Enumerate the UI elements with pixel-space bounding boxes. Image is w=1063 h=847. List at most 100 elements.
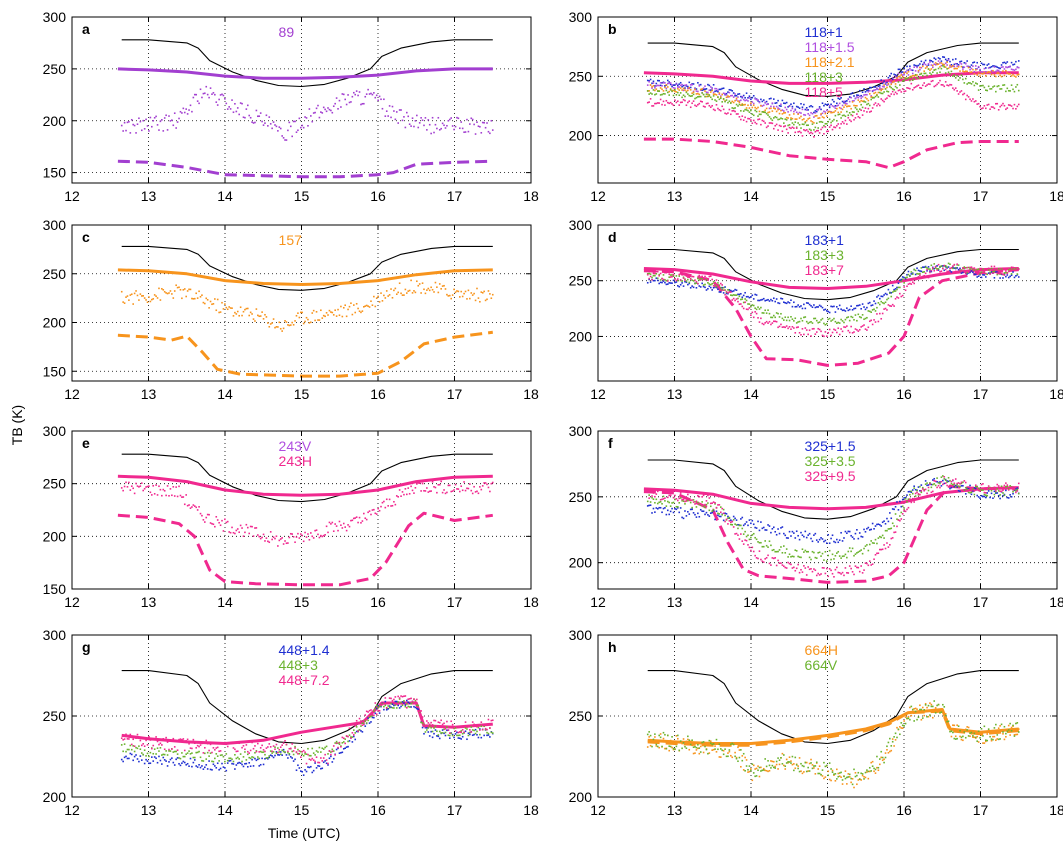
data-point xyxy=(176,753,179,755)
data-point xyxy=(264,750,266,753)
y-tick-label: 300 xyxy=(43,217,67,233)
data-point xyxy=(375,704,378,707)
data-point xyxy=(979,105,981,108)
data-point xyxy=(793,532,795,534)
data-point xyxy=(272,751,275,753)
data-point xyxy=(122,738,124,741)
data-point xyxy=(235,313,238,315)
data-point xyxy=(944,58,947,61)
data-point xyxy=(931,479,934,481)
data-point xyxy=(854,532,857,535)
data-point xyxy=(999,497,1001,500)
data-point xyxy=(344,98,346,101)
data-point xyxy=(473,123,475,126)
data-point xyxy=(302,540,305,543)
data-point xyxy=(730,754,732,757)
data-point xyxy=(728,750,731,753)
data-point xyxy=(857,99,860,101)
data-point xyxy=(942,265,944,267)
data-point xyxy=(926,65,928,68)
data-point xyxy=(447,295,450,297)
data-point xyxy=(909,282,911,285)
data-point xyxy=(917,71,920,73)
data-point xyxy=(846,783,848,785)
data-point xyxy=(654,279,656,282)
data-point xyxy=(856,96,858,98)
data-point xyxy=(896,525,898,528)
data-point xyxy=(920,718,923,721)
data-point xyxy=(418,283,421,285)
data-point xyxy=(853,95,855,97)
data-point xyxy=(780,312,782,315)
data-point xyxy=(840,107,842,110)
data-point xyxy=(1016,273,1019,275)
data-point xyxy=(891,81,894,84)
data-point xyxy=(209,300,212,303)
data-point xyxy=(868,310,871,313)
data-point xyxy=(956,74,958,77)
data-point xyxy=(884,292,887,295)
data-point xyxy=(183,111,186,114)
data-point xyxy=(904,277,907,280)
data-point xyxy=(330,311,332,313)
data-point xyxy=(377,709,379,712)
data-point xyxy=(727,101,729,104)
data-point xyxy=(738,101,741,104)
y-tick-label: 250 xyxy=(569,489,593,505)
data-point xyxy=(989,72,991,75)
data-point xyxy=(163,748,166,751)
data-point xyxy=(821,102,824,105)
data-point xyxy=(818,106,821,108)
data-point xyxy=(836,119,838,122)
data-point xyxy=(957,66,960,68)
data-point xyxy=(758,101,761,104)
data-point xyxy=(470,731,473,733)
data-point xyxy=(185,753,187,755)
data-point xyxy=(181,752,183,754)
data-point xyxy=(731,756,734,759)
data-point xyxy=(221,519,223,522)
data-point xyxy=(143,487,146,490)
data-point xyxy=(708,283,711,285)
data-point xyxy=(216,762,219,765)
data-point xyxy=(953,74,956,76)
data-point xyxy=(867,549,870,552)
data-point xyxy=(936,480,938,483)
data-point xyxy=(844,104,847,106)
data-point xyxy=(410,125,412,127)
data-point xyxy=(380,292,382,294)
data-point xyxy=(655,745,658,747)
data-point xyxy=(917,64,920,67)
data-point xyxy=(757,118,759,121)
data-point xyxy=(973,84,976,87)
data-point xyxy=(836,102,838,105)
dashed-line xyxy=(117,159,493,179)
data-point xyxy=(963,61,966,64)
data-point xyxy=(959,490,961,493)
data-point xyxy=(656,507,659,510)
data-point xyxy=(954,478,957,480)
data-point xyxy=(848,319,851,322)
data-point xyxy=(870,761,872,764)
data-point xyxy=(321,112,324,114)
data-point xyxy=(487,718,490,721)
data-point xyxy=(193,742,196,744)
data-point xyxy=(907,283,910,285)
data-point xyxy=(199,756,202,759)
data-point xyxy=(129,744,132,747)
data-point xyxy=(466,118,468,121)
data-point xyxy=(989,71,991,74)
data-point xyxy=(331,311,334,314)
data-point xyxy=(804,327,807,329)
data-point xyxy=(936,486,938,489)
data-point xyxy=(374,96,377,99)
data-point xyxy=(887,90,890,93)
data-point xyxy=(873,92,875,95)
data-point xyxy=(489,490,491,493)
data-point xyxy=(231,762,233,765)
data-point xyxy=(874,95,877,98)
data-point xyxy=(214,757,216,760)
data-point xyxy=(868,111,871,113)
data-point xyxy=(804,108,807,111)
data-point xyxy=(777,108,779,111)
